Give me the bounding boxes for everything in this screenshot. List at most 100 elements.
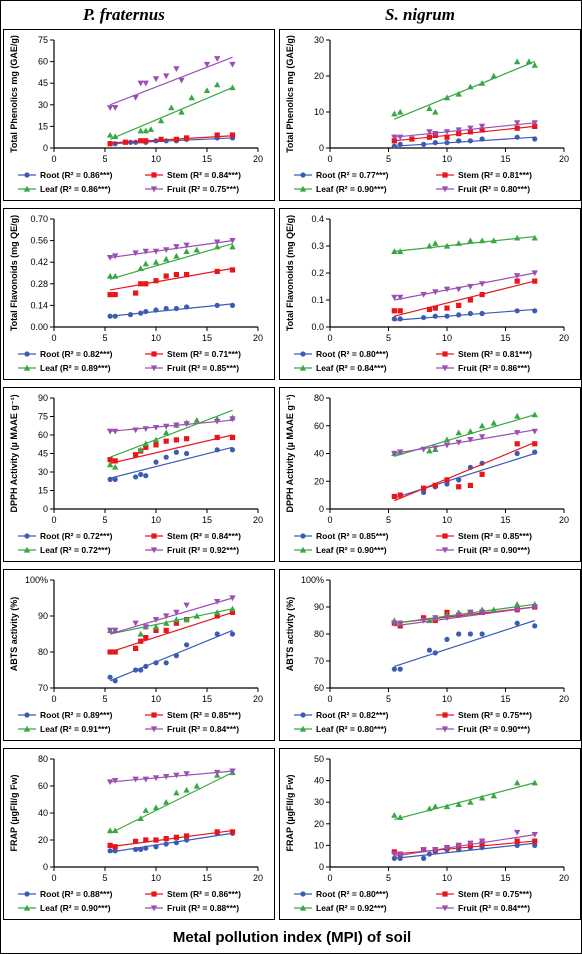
panel-s-nigrum-flavonoids: 0 5 10 15 20 0.0 0.1 0.2 0.3 0.4 Total Flavonoids … bbox=[279, 208, 581, 380]
y-tick-label: 0.70 bbox=[30, 214, 48, 224]
data-point bbox=[163, 773, 170, 780]
data-point bbox=[173, 840, 179, 846]
data-point bbox=[531, 604, 538, 611]
data-point bbox=[229, 238, 236, 244]
data-point bbox=[112, 778, 119, 784]
data-point bbox=[532, 136, 538, 142]
chart-svg: 0 5 10 15 20 70 80 90 100% ABTS activity (%) Root … bbox=[9, 575, 263, 734]
x-tick-label: 5 bbox=[102, 694, 107, 704]
data-point bbox=[397, 141, 403, 147]
x-tick-label: 0 bbox=[51, 333, 56, 343]
data-point bbox=[397, 316, 403, 322]
chart-svg: 0 5 10 15 20 0 10 20 30 Total Phenolics mg (GAE/g… bbox=[285, 35, 569, 194]
data-point bbox=[112, 141, 118, 147]
legend-label-fruit: Fruit (R² = 0.88***) bbox=[167, 903, 239, 913]
y-tick-label: 70 bbox=[38, 683, 48, 693]
trend-line-leaf bbox=[394, 603, 535, 624]
data-point bbox=[229, 447, 236, 453]
data-point bbox=[106, 779, 114, 786]
data-point bbox=[151, 712, 157, 718]
data-point bbox=[426, 647, 433, 653]
data-point bbox=[178, 108, 185, 115]
trend-line-leaf bbox=[109, 608, 233, 635]
data-point bbox=[479, 136, 485, 142]
x-tick-label: 0 bbox=[327, 333, 332, 343]
data-point bbox=[193, 612, 200, 619]
legend-label-leaf: Leaf (R² = 0.90***) bbox=[40, 903, 111, 913]
y-tick-label: 90 bbox=[38, 611, 48, 621]
data-point bbox=[478, 237, 486, 244]
data-point bbox=[178, 77, 185, 84]
data-point bbox=[107, 313, 113, 319]
y-tick-label: 60 bbox=[314, 683, 324, 693]
y-tick-label: 20 bbox=[314, 819, 324, 829]
data-point bbox=[444, 481, 450, 487]
data-point bbox=[184, 642, 190, 648]
x-tick-label: 0 bbox=[327, 873, 332, 883]
data-point bbox=[163, 255, 170, 262]
y-tick-label: 0.56 bbox=[30, 236, 48, 246]
data-point bbox=[397, 855, 403, 861]
y-tick-label: 0 bbox=[43, 143, 48, 153]
data-point bbox=[456, 312, 462, 318]
data-point bbox=[441, 547, 449, 554]
trend-line-root bbox=[394, 619, 535, 667]
data-point bbox=[514, 134, 520, 140]
data-point bbox=[443, 442, 451, 449]
data-point bbox=[299, 546, 307, 553]
legend-label-leaf: Leaf (R² = 0.91***) bbox=[40, 724, 111, 734]
y-tick-label: 30 bbox=[314, 797, 324, 807]
trend-line-fruit bbox=[110, 240, 233, 259]
data-point bbox=[456, 484, 462, 490]
data-point bbox=[514, 607, 521, 613]
data-point bbox=[214, 132, 220, 138]
y-tick-label: 15 bbox=[38, 121, 48, 131]
data-point bbox=[112, 105, 119, 111]
y-axis-label: DPPH Activity (µ MAAE g⁻¹) bbox=[9, 394, 19, 512]
data-point bbox=[514, 838, 520, 844]
data-point bbox=[142, 80, 149, 87]
x-tick-label: 10 bbox=[442, 694, 452, 704]
data-point bbox=[168, 104, 175, 111]
data-point bbox=[143, 845, 149, 851]
x-tick-label: 20 bbox=[253, 515, 263, 525]
data-point bbox=[531, 234, 538, 241]
data-point bbox=[153, 442, 159, 448]
x-tick-label: 20 bbox=[253, 154, 263, 164]
data-point bbox=[467, 237, 474, 244]
data-point bbox=[467, 428, 474, 434]
data-point bbox=[183, 771, 190, 778]
y-tick-label: 0 bbox=[43, 862, 48, 872]
trend-line-root bbox=[110, 832, 233, 853]
data-point bbox=[214, 599, 221, 605]
y-tick-label: 90 bbox=[314, 602, 324, 612]
data-point bbox=[391, 855, 397, 861]
data-point bbox=[24, 891, 30, 897]
data-point bbox=[173, 772, 180, 779]
data-point bbox=[138, 310, 144, 316]
data-point bbox=[391, 134, 398, 141]
data-point bbox=[391, 666, 397, 672]
y-tick-label: 80 bbox=[314, 629, 324, 639]
data-point bbox=[479, 127, 485, 133]
data-point bbox=[163, 454, 169, 460]
data-point bbox=[183, 786, 190, 793]
data-point bbox=[203, 61, 211, 68]
data-point bbox=[532, 123, 538, 129]
data-point bbox=[456, 477, 462, 483]
panel-p-fraternus-frap: 0 5 10 15 20 0 20 40 60 80 FRAP (µgFII/g Fw) Root (… bbox=[3, 748, 275, 920]
trend-line-fruit bbox=[109, 597, 233, 635]
data-point bbox=[444, 305, 450, 311]
data-point bbox=[300, 172, 306, 178]
data-point bbox=[531, 779, 538, 786]
x-tick-label: 0 bbox=[327, 694, 332, 704]
data-point bbox=[441, 905, 449, 912]
data-point bbox=[490, 606, 497, 613]
data-point bbox=[467, 840, 474, 847]
data-point bbox=[163, 438, 169, 444]
x-tick-label: 0 bbox=[327, 515, 332, 525]
data-point bbox=[300, 891, 306, 897]
data-point bbox=[184, 135, 190, 141]
legend-label-leaf: Leaf (R² = 0.80***) bbox=[316, 724, 387, 734]
